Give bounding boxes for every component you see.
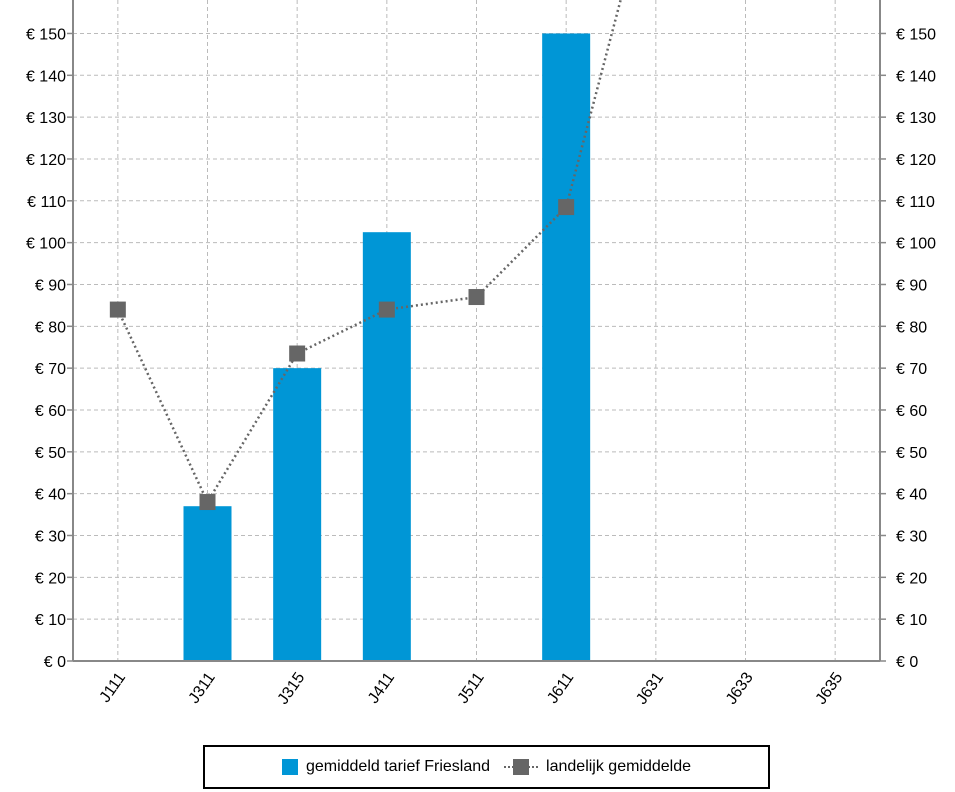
bar-J315 [273,368,322,661]
legend-swatch-bar [281,759,298,775]
y-tick-label-left: € 40 [35,487,66,504]
y-tick-label-left: € 120 [26,152,66,169]
y-tick-label-right: € 0 [896,654,918,671]
y-tick-label-left: € 150 [26,26,66,43]
marker-J311 [199,494,216,511]
y-tick-label-right: € 30 [896,528,927,545]
legend-item-bar-series: gemiddeld tarief Friesland [281,758,491,776]
marker-J111 [109,301,126,318]
x-tick-label-J611: J611 [544,669,577,706]
legend-label-line-series: landelijk gemiddelde [546,758,692,775]
tick-labels: € 0 € 0 € 10 € 10 € 20 € 20 € 30 € 30 € 40 € 40 € … [26,26,936,707]
y-tick-label-left: € 100 [26,236,66,253]
y-tick-label-left: € 20 [35,570,66,587]
bar-J611 [542,33,591,661]
y-tick-label-left: € 50 [35,445,66,462]
x-tick-label-J511: J511 [455,669,488,706]
marker-J411 [378,301,395,318]
y-tick-label-left: € 80 [35,319,66,336]
y-tick-label-right: € 90 [896,277,927,294]
line-series [109,0,622,511]
y-tick-label-right: € 60 [896,403,927,420]
y-tick-label-right: € 50 [896,445,927,462]
legend-swatch-marker [513,759,530,775]
y-tick-label-right: € 10 [896,612,927,629]
y-tick-label-left: € 10 [35,612,66,629]
y-tick-label-right: € 40 [896,487,927,504]
bar-J411 [362,232,411,661]
y-tick-label-right: € 70 [896,361,927,378]
y-tick-label-right: € 150 [896,26,936,43]
y-tick-label-left: € 130 [26,110,66,127]
y-tick-label-right: € 20 [896,570,927,587]
y-tick-label-right: € 100 [896,236,936,253]
marker-J511 [468,289,485,306]
x-tick-label-J111: J111 [97,669,130,705]
y-tick-label-right: € 140 [896,68,936,85]
y-tick-label-right: € 110 [896,194,935,211]
marker-J611 [558,199,575,216]
legend-swatch-line [504,759,539,775]
y-tick-label-right: € 120 [896,152,936,169]
x-tick-label-J633: J633 [723,669,757,707]
legend: gemiddeld tarief Friesland landelijk gem… [203,745,770,789]
x-tick-label-J635: J635 [813,669,847,707]
legend-label-bar-series: gemiddeld tarief Friesland [305,758,491,775]
y-tick-label-left: € 0 [44,654,66,671]
y-tick-label-left: € 110 [27,194,66,211]
bar-J311 [183,506,232,661]
x-tick-label-J311: J311 [186,669,219,706]
y-tick-label-left: € 140 [26,68,66,85]
y-tick-label-left: € 60 [35,403,66,420]
y-tick-label-right: € 130 [896,110,936,127]
y-tick-label-left: € 90 [35,277,66,294]
x-tick-label-J631: J631 [633,669,667,707]
marker-J315 [289,345,306,362]
axes [67,0,886,662]
y-tick-label-left: € 30 [35,528,66,545]
y-tick-label-left: € 70 [35,361,66,378]
x-tick-label-J315: J315 [275,669,309,707]
y-tick-label-right: € 80 [896,319,927,336]
legend-item-line-series: landelijk gemiddelde [504,758,691,776]
x-tick-label-J411: J411 [365,669,398,706]
